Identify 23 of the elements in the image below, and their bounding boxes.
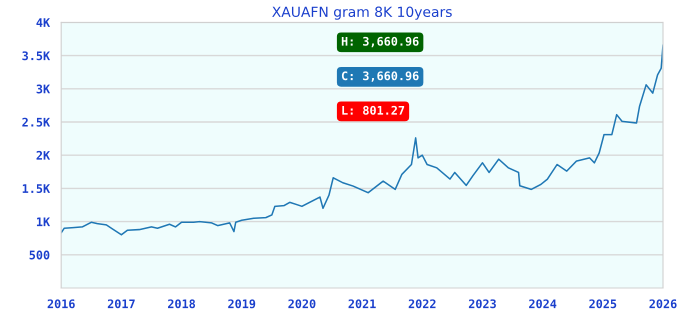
annotation: H: 3,660.96 [342,36,419,48]
x-tick-label: 2017 [108,299,135,308]
y-tick-label: 1K [36,217,50,226]
y-tick-label: 3K [36,84,50,94]
x-tick-label: 2026 [649,299,677,308]
x-tick-label: 2022 [408,299,436,308]
x-tick-label: 2021 [348,299,376,308]
y-tick-label: 1.5K [22,184,50,194]
x-tick-label: 2020 [288,299,316,308]
y-tick-label: 2K [36,150,50,160]
y-tick-label: 3.5K [22,51,50,60]
x-tick-label: 2016 [48,299,75,308]
x-tick-label: 2023 [468,299,496,308]
chart-title: XAUAFN gram 8K 10years [272,6,452,20]
y-tick-label: 500 [30,250,50,260]
x-tick-label: 2018 [168,299,196,308]
x-tick-label: 2024 [529,299,556,308]
x-tick-label: 2019 [228,299,256,308]
x-tick-label: 2025 [589,299,616,308]
annotation: C: 3,660.96 [342,71,419,82]
annotation: L: 801.27 [342,106,404,115]
y-tick-label: 4K [36,18,50,27]
y-tick-label: 2.5K [22,118,50,127]
